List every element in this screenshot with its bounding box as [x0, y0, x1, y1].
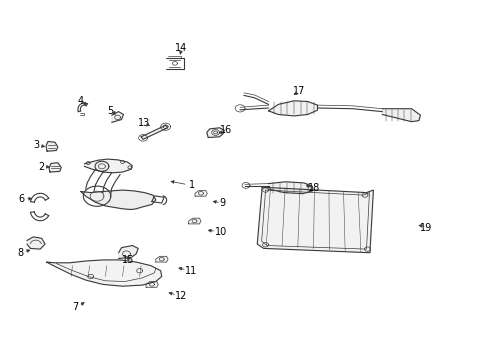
Polygon shape [156, 256, 168, 262]
Polygon shape [46, 141, 58, 151]
Polygon shape [119, 246, 138, 258]
Polygon shape [269, 101, 318, 116]
Polygon shape [141, 125, 168, 139]
Text: 8: 8 [17, 248, 24, 258]
Text: 10: 10 [215, 227, 227, 237]
Polygon shape [81, 190, 156, 210]
Text: 5: 5 [107, 105, 113, 116]
Text: 1: 1 [189, 180, 195, 190]
Text: 3: 3 [33, 140, 39, 150]
Text: 11: 11 [185, 266, 197, 276]
Text: 2: 2 [38, 162, 45, 172]
Polygon shape [84, 159, 132, 173]
Polygon shape [207, 128, 224, 138]
Polygon shape [146, 282, 158, 287]
Polygon shape [189, 218, 201, 224]
Polygon shape [27, 237, 45, 249]
Text: 12: 12 [175, 291, 188, 301]
Polygon shape [112, 112, 123, 122]
Text: 15: 15 [122, 255, 134, 265]
Polygon shape [382, 109, 420, 122]
Polygon shape [257, 187, 373, 253]
Text: 6: 6 [19, 194, 25, 204]
Text: 18: 18 [308, 183, 320, 193]
Polygon shape [269, 182, 313, 194]
Text: 17: 17 [293, 86, 305, 96]
Text: 13: 13 [138, 118, 150, 128]
Polygon shape [47, 260, 162, 286]
Polygon shape [49, 163, 61, 172]
Text: 19: 19 [420, 222, 433, 233]
Text: 9: 9 [220, 198, 225, 208]
Text: 16: 16 [220, 125, 232, 135]
Text: 14: 14 [175, 42, 188, 53]
Polygon shape [195, 190, 207, 196]
Text: 4: 4 [77, 96, 83, 106]
Text: 7: 7 [73, 302, 79, 312]
